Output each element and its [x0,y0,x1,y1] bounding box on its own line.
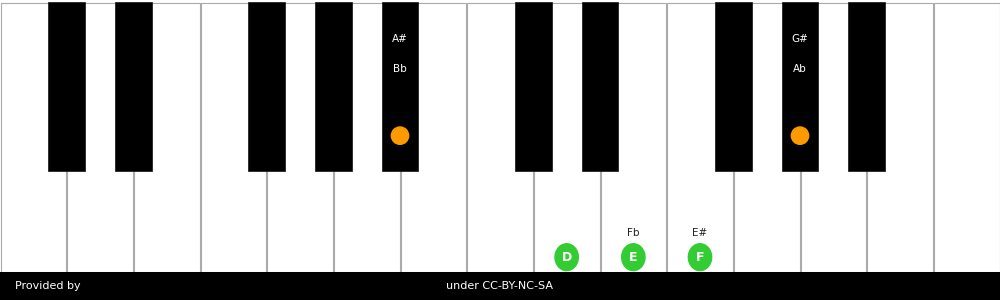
Bar [467,2,533,272]
Bar [48,2,85,171]
Bar [115,2,152,171]
Text: Provided by: Provided by [15,281,81,291]
Bar [782,2,818,171]
Bar [0,272,1000,300]
Text: E#: E# [692,229,708,238]
Bar [0,2,66,272]
Ellipse shape [688,244,712,271]
Text: under CC-BY-NC-SA: under CC-BY-NC-SA [446,281,554,291]
Circle shape [391,127,409,144]
Bar [334,2,400,272]
Circle shape [791,127,809,144]
Text: D: D [562,251,572,264]
Bar [848,2,885,171]
Text: G#: G# [792,34,808,44]
Bar [400,2,466,272]
Text: Ab: Ab [793,64,807,74]
Text: Bb: Bb [393,64,407,74]
Bar [267,2,333,272]
Bar [600,2,666,272]
Bar [715,2,752,171]
Ellipse shape [622,244,645,271]
Bar [382,2,418,171]
Bar [67,2,133,272]
Text: E: E [629,251,638,264]
Bar [667,2,733,272]
Bar [534,2,600,272]
Bar [134,2,200,272]
Bar [934,2,1000,272]
Bar [582,2,618,171]
Bar [315,2,352,171]
Bar [200,2,266,272]
Text: F: F [696,251,704,264]
Bar [800,2,866,272]
Ellipse shape [555,244,578,271]
Bar [515,2,552,171]
Text: Fb: Fb [627,229,640,238]
Bar [867,2,933,272]
Bar [248,2,285,171]
Text: A#: A# [392,34,408,44]
Bar [734,2,800,272]
